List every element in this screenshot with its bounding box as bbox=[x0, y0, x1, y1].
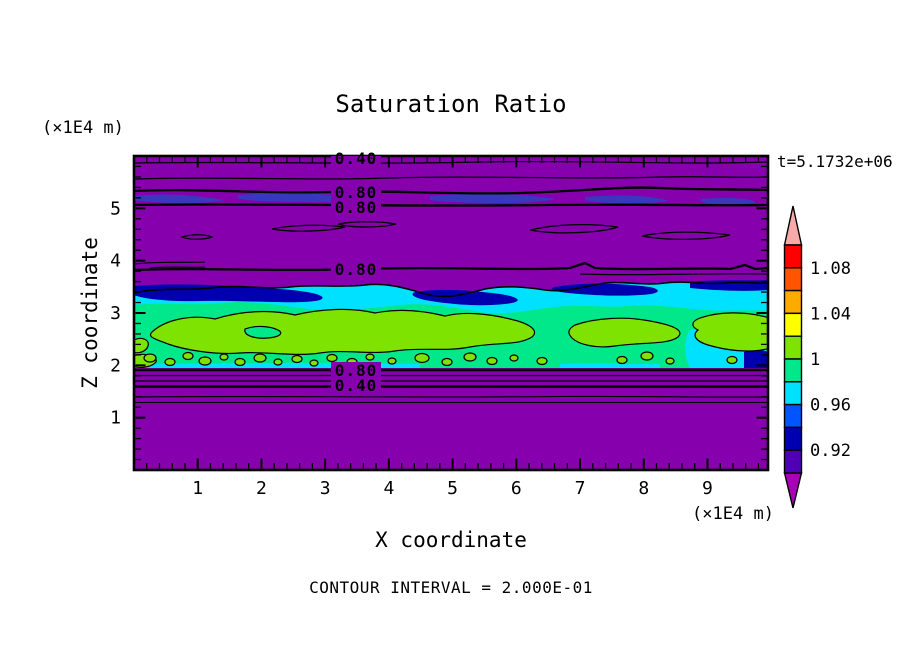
contour-label-backings bbox=[331, 156, 381, 393]
x-tick-label: 5 bbox=[447, 478, 458, 499]
x-tick-label: 4 bbox=[383, 478, 394, 499]
x-tick-label: 1 bbox=[192, 478, 203, 499]
colorbar-box bbox=[783, 403, 803, 429]
time-annotation: t=5.1732e+06 bbox=[777, 152, 893, 171]
colorbar: 1.08 1.04 1 0.96 0.92 bbox=[783, 205, 851, 509]
colorbar-box bbox=[783, 335, 803, 360]
y-tick-label: 4 bbox=[110, 251, 121, 272]
colorbar-box bbox=[783, 312, 803, 337]
colorbar-label: 0.96 bbox=[810, 396, 851, 416]
contour-value-label: 0.80 bbox=[335, 183, 378, 202]
y-tick-label: 5 bbox=[110, 198, 121, 219]
y-tick-labels: 1 2 3 4 5 bbox=[110, 198, 121, 428]
y-tick-label: 1 bbox=[110, 408, 121, 429]
y-tick-label: 3 bbox=[110, 303, 121, 324]
colorbar-box bbox=[783, 426, 803, 451]
upper-line-contours bbox=[134, 160, 768, 276]
y-tick-label: 2 bbox=[110, 355, 121, 376]
contour-value-label: 0.80 bbox=[335, 361, 378, 380]
contour-value-label: 0.80 bbox=[335, 198, 378, 217]
contour-field bbox=[134, 156, 768, 470]
band-bottom-sliver bbox=[134, 362, 660, 368]
contour-label-backing bbox=[331, 156, 381, 171]
chart-title: Saturation Ratio bbox=[335, 90, 566, 118]
colorbar-label: 1 bbox=[810, 350, 820, 370]
x-tick-label: 8 bbox=[638, 478, 649, 499]
colorbar-labels: 1.08 1.04 1 0.96 0.92 bbox=[810, 259, 851, 461]
contour-value-label: 0.40 bbox=[335, 149, 378, 168]
x-tick-label: 9 bbox=[702, 478, 713, 499]
colorbar-under-arrow bbox=[783, 472, 803, 509]
contour-interval-note: CONTOUR INTERVAL = 2.000E-01 bbox=[309, 578, 593, 597]
band-top-contour bbox=[134, 281, 768, 298]
band-chartreuse-blobs bbox=[134, 308, 768, 368]
contour-label-backing bbox=[331, 261, 381, 277]
colorbar-over-arrow bbox=[783, 205, 803, 246]
contour-value-labels: 0.400.800.800.800.800.40 bbox=[335, 149, 378, 395]
lower-line-contours bbox=[134, 368, 768, 404]
x-tick-label: 6 bbox=[511, 478, 522, 499]
x-tick-label: 7 bbox=[575, 478, 586, 499]
colorbar-box bbox=[783, 289, 803, 315]
colorbar-boxes bbox=[783, 244, 803, 474]
contour-value-label: 0.40 bbox=[335, 376, 378, 395]
y-axis-label: Z coordinate bbox=[78, 237, 102, 389]
axis-ticks bbox=[135, 157, 767, 469]
x-tick-label: 2 bbox=[256, 478, 267, 499]
colorbar-box bbox=[783, 358, 803, 383]
y-axis-unit: (×1E4 m) bbox=[42, 118, 124, 138]
x-tick-labels: 1 2 3 4 5 6 7 8 9 bbox=[192, 478, 713, 499]
colorbar-label: 1.04 bbox=[810, 304, 851, 324]
x-tick-label: 3 bbox=[320, 478, 331, 499]
x-axis-label: X coordinate bbox=[375, 528, 527, 552]
colorbar-box bbox=[783, 244, 803, 269]
contour-label-backing bbox=[331, 362, 381, 378]
contour-label-backing bbox=[331, 199, 381, 215]
x-axis-unit: (×1E4 m) bbox=[692, 504, 774, 524]
colorbar-label: 0.92 bbox=[810, 441, 851, 461]
contour-label-backing bbox=[331, 184, 381, 200]
contour-value-label: 0.80 bbox=[335, 260, 378, 279]
colorbar-box bbox=[783, 267, 803, 292]
plot-frame bbox=[132, 154, 770, 472]
indigo-streaks bbox=[134, 192, 756, 205]
colorbar-box bbox=[783, 381, 803, 406]
contour-label-backing bbox=[331, 377, 381, 393]
colorbar-label: 1.08 bbox=[810, 259, 851, 279]
colorbar-box bbox=[783, 449, 803, 474]
